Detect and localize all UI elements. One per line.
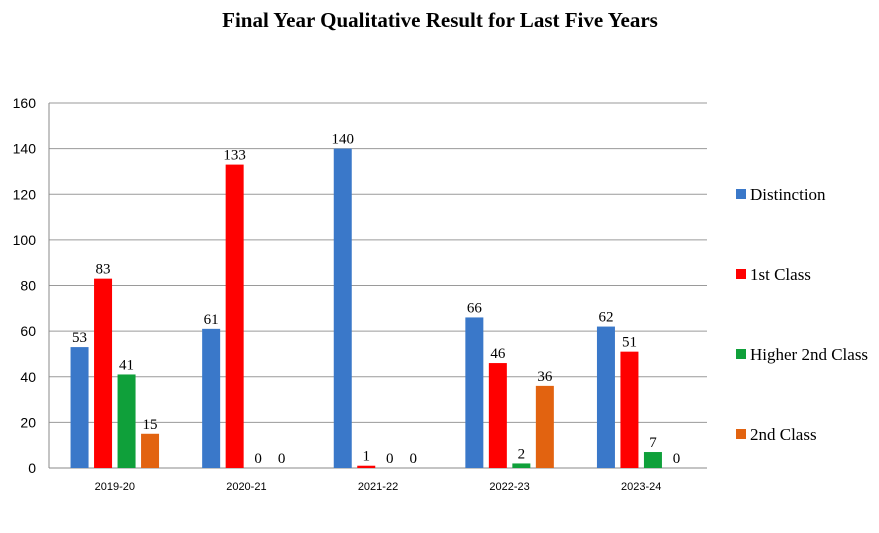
data-label-2023-24-higher-2nd-class: 7	[649, 435, 657, 451]
data-label-2022-23-1st-class: 46	[490, 346, 506, 362]
y-tick-label-60: 60	[20, 323, 36, 339]
y-tick-label-100: 100	[13, 232, 37, 248]
y-tick-label-120: 120	[13, 186, 37, 202]
x-tick-label-2022-23: 2022-23	[489, 481, 529, 493]
y-axis-ticks: 0 20 40 60 80 100 120 140 160	[13, 95, 37, 476]
legend-label-2nd-class: 2nd Class	[750, 425, 817, 444]
bar-2022-23-1st-class	[488, 363, 507, 468]
y-tick-label-0: 0	[28, 460, 36, 476]
bars	[70, 148, 662, 468]
data-label-2019-20-higher-2nd-class: 41	[119, 357, 134, 373]
y-tick-label-140: 140	[13, 141, 37, 157]
y-tick-label-80: 80	[20, 278, 36, 294]
x-tick-label-2021-22: 2021-22	[358, 481, 398, 493]
data-label-2021-22-1st-class: 1	[363, 449, 371, 465]
data-label-2022-23-2nd-class: 36	[537, 369, 553, 385]
x-tick-label-2020-21: 2020-21	[226, 481, 266, 493]
legend-swatch-1st-class	[736, 269, 746, 279]
bar-2022-23-distinction	[465, 317, 484, 468]
bar-2022-23-higher-2nd-class	[512, 463, 531, 468]
data-label-2021-22-2nd-class: 0	[410, 451, 418, 467]
legend-label-1st-class: 1st Class	[750, 265, 811, 284]
bar-2019-20-higher-2nd-class	[117, 374, 136, 468]
data-label-2022-23-higher-2nd-class: 2	[518, 446, 526, 462]
bar-2021-22-distinction	[333, 148, 352, 468]
data-label-2019-20-distinction: 53	[72, 330, 87, 346]
data-label-2020-21-1st-class: 133	[223, 148, 246, 164]
bar-2023-24-1st-class	[620, 351, 639, 468]
legend-swatch-2nd-class	[736, 429, 746, 439]
y-tick-label-40: 40	[20, 369, 36, 385]
legend-label-higher-2nd-class: Higher 2nd Class	[750, 345, 868, 364]
legend-swatch-distinction	[736, 189, 746, 199]
legend: Distinction 1st Class Higher 2nd Class 2nd …	[736, 185, 868, 444]
data-label-2020-21-distinction: 61	[204, 312, 219, 328]
x-axis-ticks: 2019-20 2020-21 2021-22 2022-23 2023-24	[95, 481, 662, 493]
data-label-2023-24-distinction: 62	[598, 310, 613, 326]
data-label-2022-23-distinction: 66	[467, 300, 483, 316]
bar-2019-20-distinction	[70, 347, 89, 468]
bar-2019-20-1st-class	[94, 278, 113, 468]
y-tick-label-160: 160	[13, 95, 37, 111]
bar-2023-24-distinction	[596, 326, 615, 468]
bar-2020-21-1st-class	[225, 164, 244, 468]
bar-2023-24-higher-2nd-class	[643, 452, 662, 468]
data-label-2020-21-higher-2nd-class: 0	[254, 451, 262, 467]
bar-2022-23-2nd-class	[535, 385, 554, 468]
legend-swatch-higher-2nd-class	[736, 349, 746, 359]
data-label-2021-22-distinction: 140	[332, 132, 355, 148]
x-tick-label-2019-20: 2019-20	[95, 481, 135, 493]
chart-title: Final Year Qualitative Result for Last F…	[222, 8, 658, 32]
x-tick-label-2023-24: 2023-24	[621, 481, 661, 493]
data-label-2023-24-1st-class: 51	[622, 335, 637, 351]
bar-2019-20-2nd-class	[141, 433, 160, 468]
data-label-2023-24-2nd-class: 0	[673, 451, 681, 467]
data-label-2019-20-2nd-class: 15	[143, 417, 158, 433]
y-tick-label-20: 20	[20, 414, 36, 430]
bar-2020-21-distinction	[202, 328, 221, 468]
legend-label-distinction: Distinction	[750, 185, 826, 204]
data-label-2021-22-higher-2nd-class: 0	[386, 451, 394, 467]
gridlines	[48, 102, 707, 469]
bar-2021-22-1st-class	[357, 465, 376, 468]
data-label-2020-21-2nd-class: 0	[278, 451, 286, 467]
data-label-2019-20-1st-class: 83	[96, 262, 111, 278]
